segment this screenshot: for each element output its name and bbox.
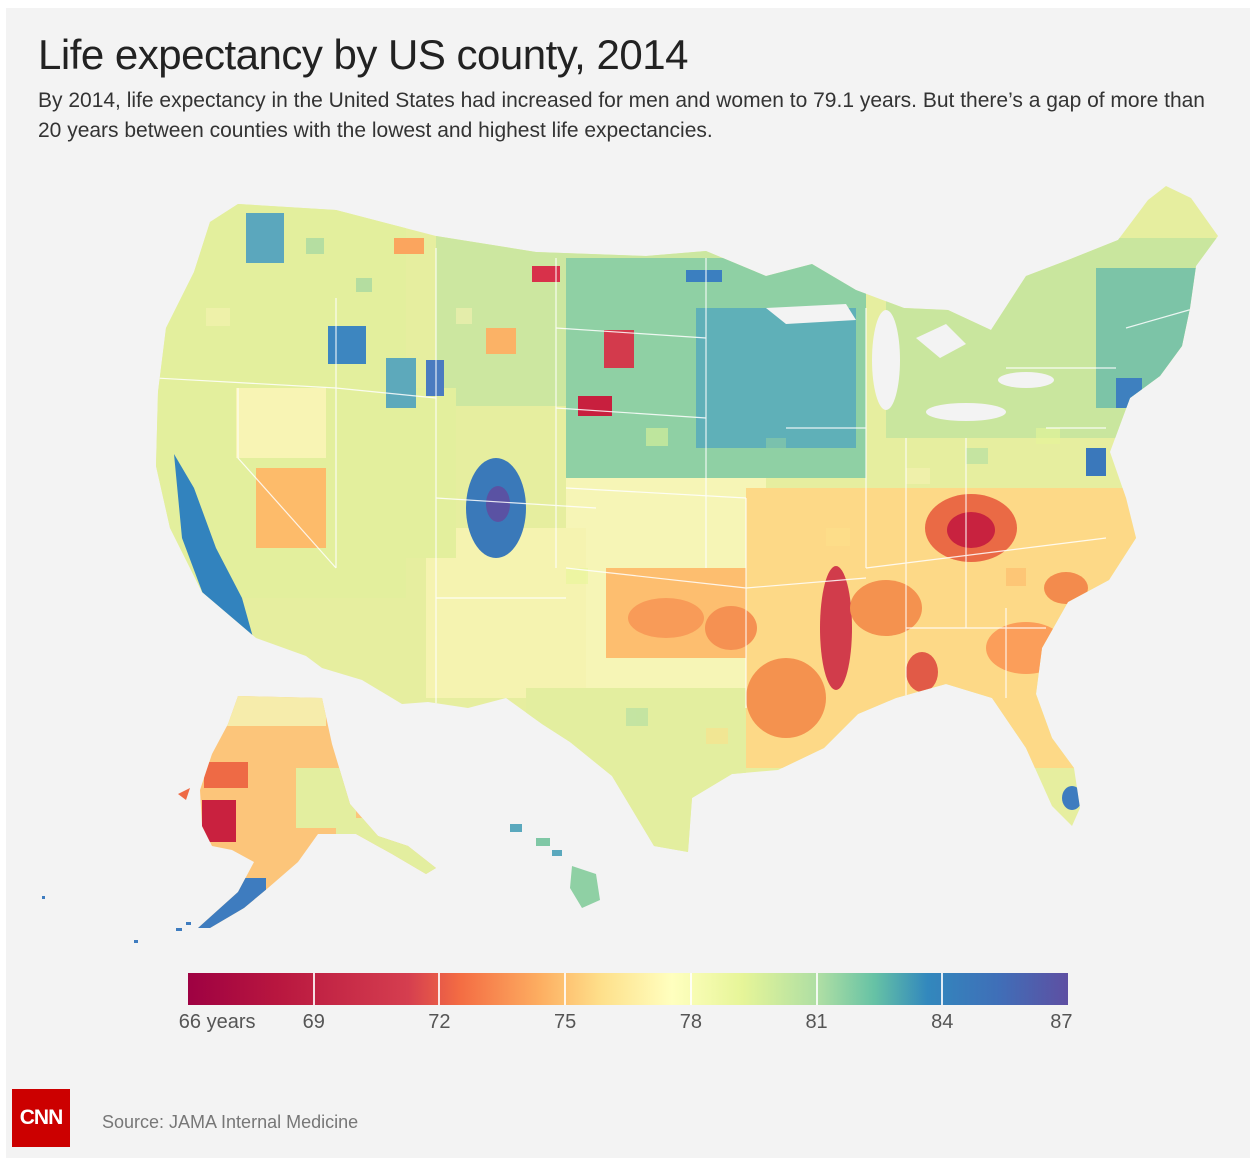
cnn-logo: CNN (12, 1089, 70, 1147)
legend-divider (689, 973, 692, 1005)
legend-tick-label: 66 years (178, 1011, 256, 1033)
legend-tick-label: 72 (428, 1011, 451, 1033)
alaska-map (198, 696, 436, 928)
legend-divider (941, 973, 944, 1005)
legend-tick-label: 87 (1050, 1011, 1073, 1033)
legend-divider (564, 973, 567, 1005)
legend-divider (438, 973, 441, 1005)
source-note: Source: JAMA Internal Medicine (102, 1112, 359, 1132)
hawaii-map (510, 824, 600, 908)
choropleth-map (42, 186, 1218, 943)
graphic-card: Life expectancy by US county, 2014 By 20… (6, 8, 1250, 1158)
legend-divider (312, 973, 315, 1005)
alaska-islands (42, 788, 191, 943)
color-legend: 66 years 69 72 75 78 81 84 87 (179, 973, 1072, 1043)
legend-tick-label: 69 (302, 1011, 325, 1033)
legend-tick-label: 81 (805, 1011, 828, 1033)
legend-tick-label: 84 (931, 1011, 954, 1033)
legend-divider (815, 973, 818, 1005)
contiguous-us-map (156, 186, 1218, 852)
page-title: Life expectancy by US county, 2014 (38, 31, 688, 78)
legend-tick-label: 75 (554, 1011, 577, 1033)
legend-tick-label: 78 (679, 1011, 702, 1033)
page-subtitle: By 2014, life expectancy in the United S… (38, 89, 1205, 142)
legend-color-bar (188, 973, 1068, 1005)
